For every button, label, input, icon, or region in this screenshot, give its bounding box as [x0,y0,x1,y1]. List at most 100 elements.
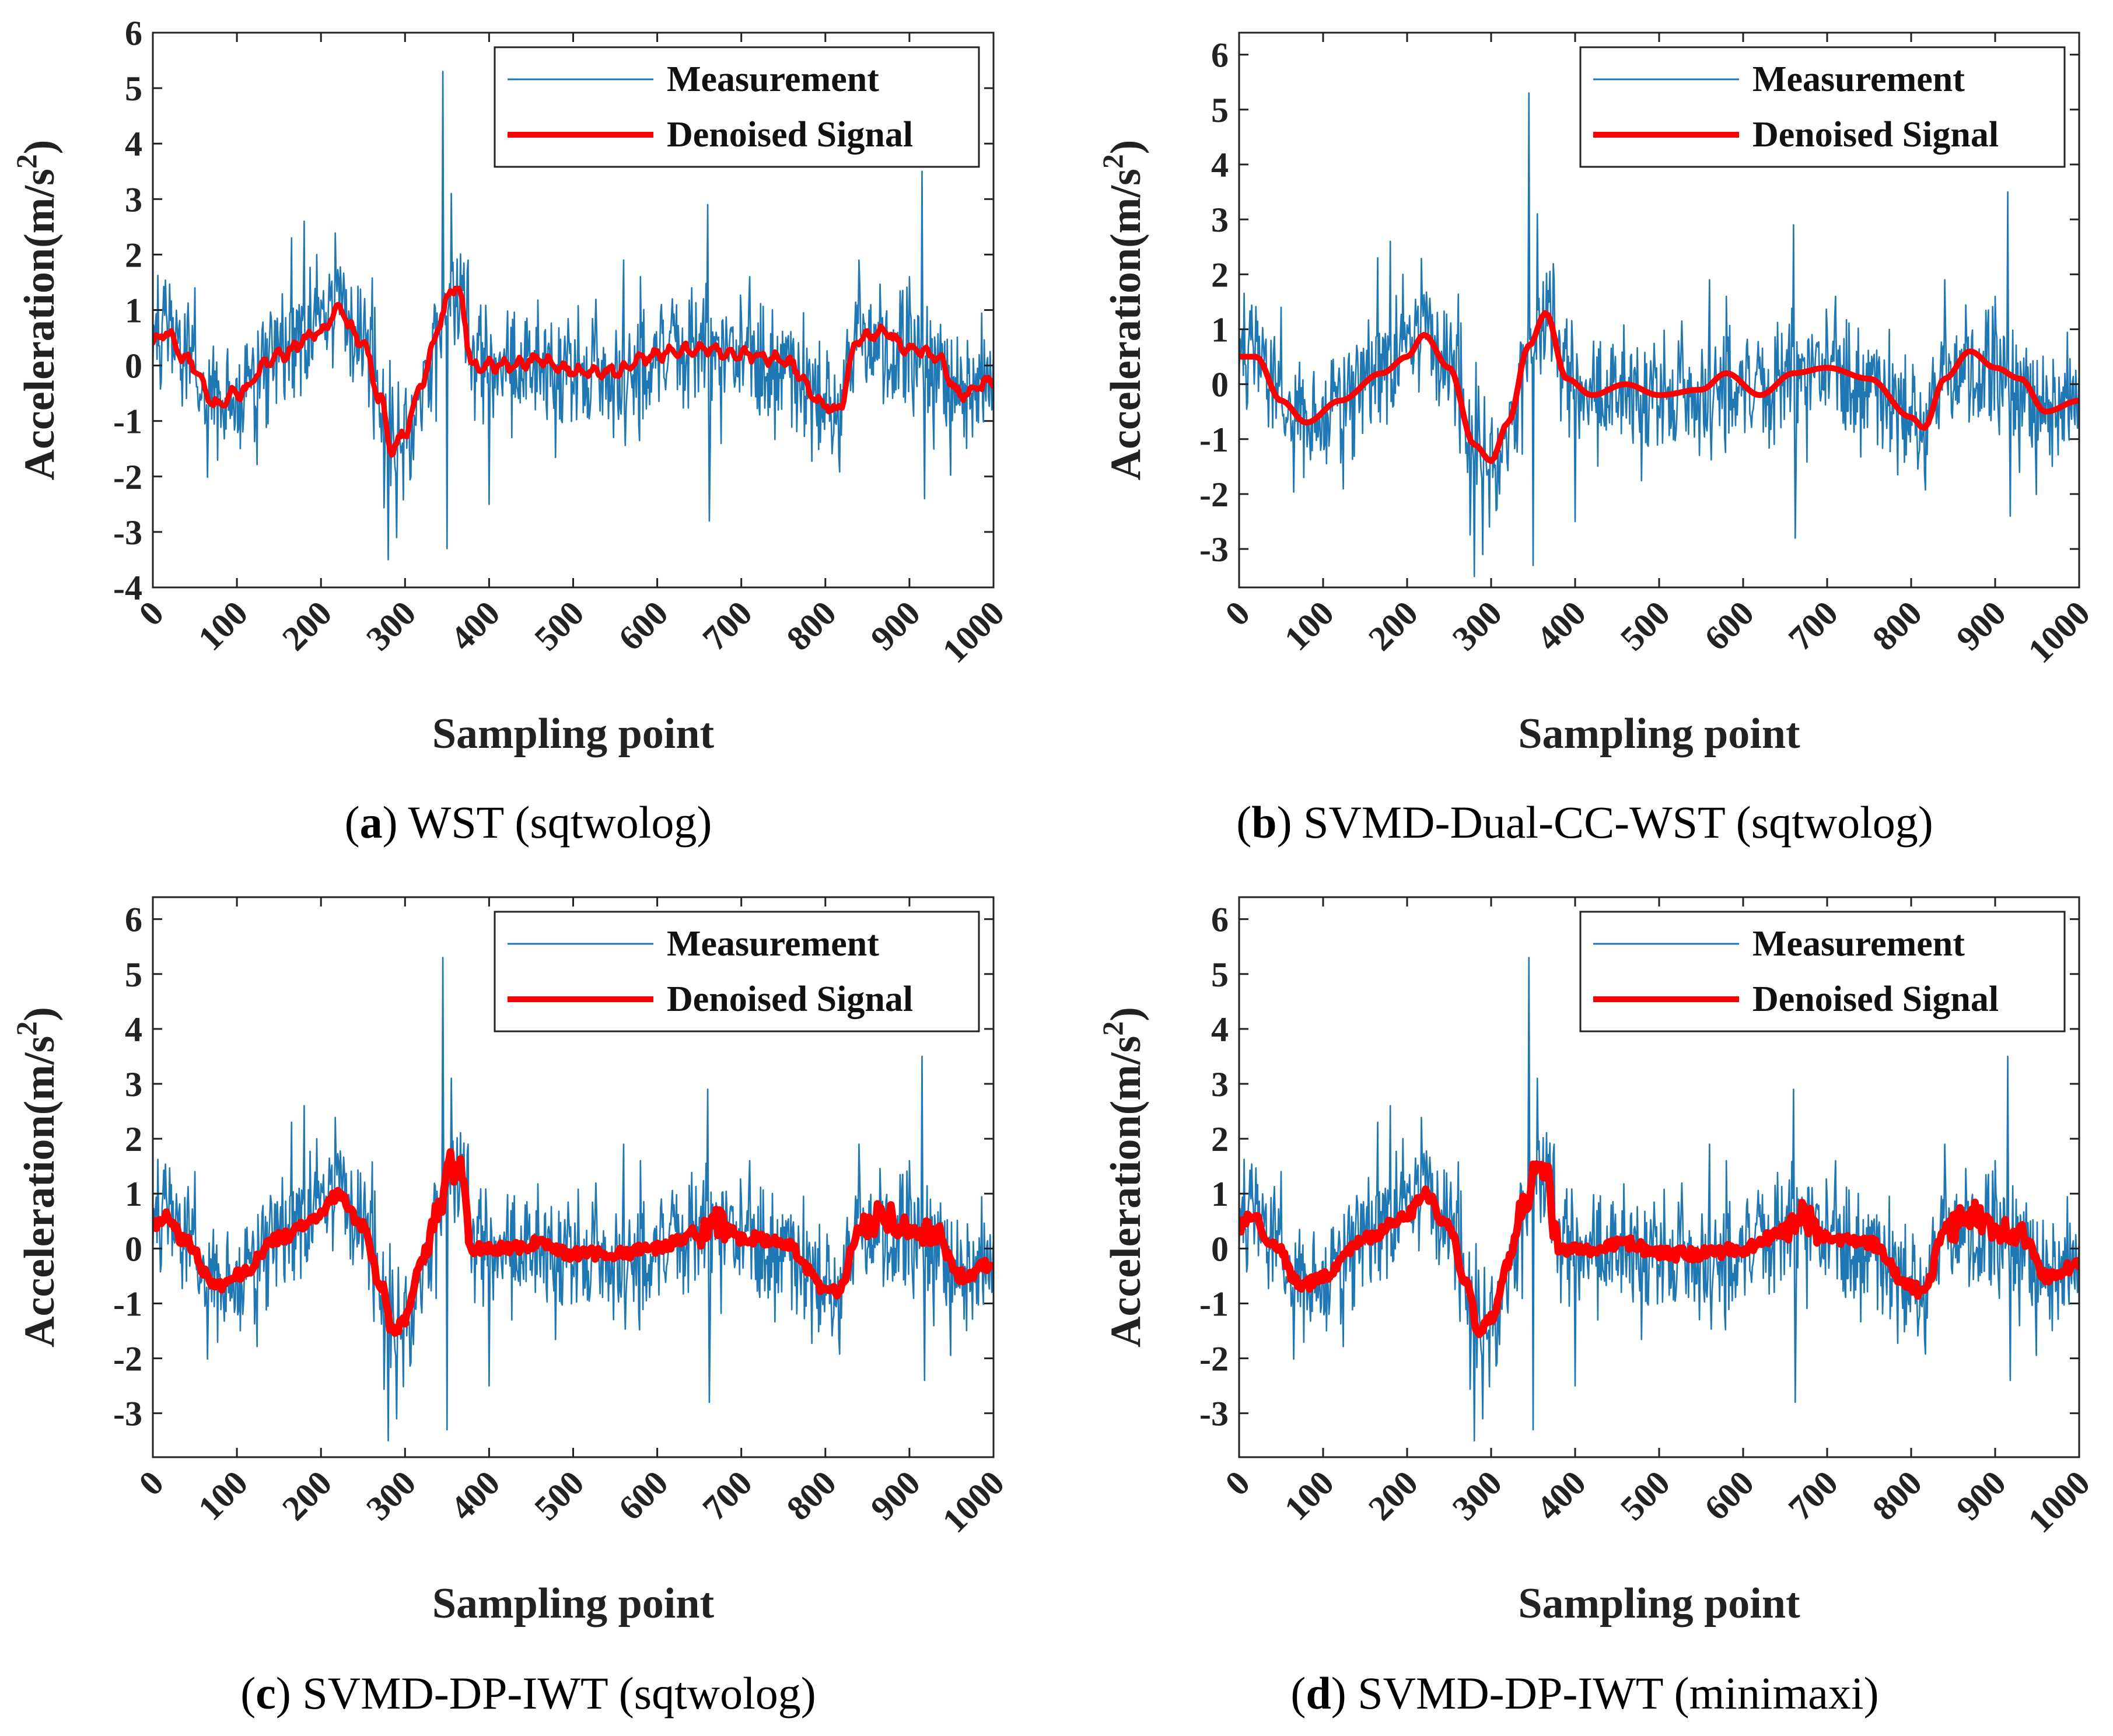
x-tick-label: 300 [359,594,423,658]
series-denoised [153,285,993,458]
x-tick-label: 800 [1865,1464,1929,1528]
y-tick-label: 1 [125,1175,142,1213]
x-tick-label: 200 [275,594,339,658]
legend-label-denoised: Denoised Signal [667,115,913,155]
legend-label-denoised: Denoised Signal [1752,115,1999,155]
x-tick-label: 500 [527,1464,591,1528]
x-tick-label: 800 [779,594,844,658]
caption-b: (b) SVMD-Dual-CC-WST (sqtwolog) [1236,797,1933,848]
y-tick-label: 1 [1211,1175,1229,1213]
x-axis-label: Sampling point [1518,710,1800,758]
x-tick-label: 700 [1781,594,1845,658]
y-tick-label: -2 [113,1340,142,1378]
plot-data [1239,957,2079,1442]
x-tick-label: 700 [695,594,760,658]
y-tick-label: 0 [1211,366,1229,404]
y-tick-label: 5 [1211,956,1229,994]
y-tick-label: 1 [1211,310,1229,349]
y-tick-label: -3 [113,513,142,552]
y-tick-label: 5 [1211,91,1229,130]
y-tick-label: -2 [1199,475,1229,514]
legend-label-measurement: Measurement [667,924,879,964]
series-denoised [1239,1160,2079,1338]
legend-label-denoised: Denoised Signal [667,979,913,1019]
y-axis-label-main: Acceleration(m/s [1102,169,1150,480]
y-tick-label: 6 [125,901,142,939]
x-tick-label: 800 [1865,594,1929,658]
legend-label-measurement: Measurement [1752,924,1965,964]
series-measurement [1239,92,2079,578]
x-tick-label: 1000 [2021,1464,2098,1541]
x-tick-label: 900 [863,594,928,658]
x-tick-label: 600 [611,594,675,658]
y-axis-label-sup: 2 [10,1021,43,1036]
y-tick-label: -1 [1199,421,1229,459]
legend-label-measurement: Measurement [667,60,879,99]
x-tick-label: 800 [779,1464,844,1528]
x-tick-label: 400 [1529,594,1593,658]
legend-label-denoised: Denoised Signal [1752,979,1999,1019]
x-tick-label: 1000 [935,594,1012,671]
y-axis-label-close: ) [16,1007,64,1021]
y-tick-label: 4 [1211,1010,1229,1049]
x-tick-label: 100 [1277,1464,1341,1528]
y-tick-label: 5 [125,956,142,994]
y-tick-label: 3 [125,180,142,219]
y-tick-label: 2 [125,236,142,274]
y-tick-label: 2 [125,1120,142,1158]
y-tick-label: 4 [1211,146,1229,184]
x-tick-label: 100 [191,594,255,658]
y-axis-label: Acceleration(m/s2) [1096,140,1150,481]
y-axis-label: Acceleration(m/s2) [10,140,64,481]
x-tick-label: 900 [1949,1464,2013,1528]
x-tick-label: 200 [1361,594,1425,658]
x-tick-label: 0 [1218,1464,1257,1503]
caption-c: (c) SVMD-DP-IWT (sqtwolog) [240,1668,816,1718]
x-tick-label: 300 [1445,1464,1509,1528]
x-tick-label: 400 [443,1464,507,1528]
y-tick-label: 0 [1211,1230,1229,1268]
x-tick-label: 600 [1697,1464,1761,1528]
y-tick-label: -3 [113,1395,142,1433]
series-measurement [1239,957,2079,1442]
series-denoised [153,1148,993,1337]
y-tick-label: -4 [113,569,142,607]
series-measurement [153,71,993,561]
y-axis-label: Acceleration(m/s2) [10,1007,64,1348]
x-tick-label: 400 [1529,1464,1593,1528]
y-axis-label-close: ) [16,140,64,155]
x-tick-label: 0 [1218,594,1257,634]
y-tick-label: 0 [125,1230,142,1268]
x-tick-label: 200 [1361,1464,1425,1528]
y-tick-label: -1 [1199,1284,1229,1323]
x-tick-label: 200 [275,1464,339,1528]
legend-box [1579,911,2066,1032]
caption-d: (d) SVMD-DP-IWT (minimaxi) [1290,1668,1879,1718]
panel-c: -3 -2 -1 0 1 2 3 4 5 6 0 100 200 300 400 500 600 700 800 90… [0,868,1056,1736]
x-tick-label: 100 [1277,594,1341,658]
x-tick-label: 700 [1781,1464,1845,1528]
x-tick-label: 300 [359,1464,423,1528]
legend-label-measurement: Measurement [1752,60,1965,99]
y-tick-label: -1 [113,402,142,441]
y-tick-label: 1 [125,292,142,330]
y-tick-label: -3 [1199,530,1229,569]
y-tick-label: 5 [125,69,142,108]
x-tick-label: 300 [1445,594,1509,658]
y-tick-label: 4 [125,1010,142,1049]
x-tick-label: 0 [131,594,171,634]
y-axis-label-close: ) [1102,140,1150,155]
y-tick-label: 3 [125,1065,142,1104]
x-axis-label: Sampling point [432,710,715,758]
y-tick-label: 3 [1211,201,1229,239]
x-tick-label: 1000 [935,1464,1012,1541]
panel-d: -3 -2 -1 0 1 2 3 4 5 6 0 100 200 300 400 500 600 700 800 90… [1056,868,2113,1736]
y-axis-label-sup: 2 [1096,154,1129,169]
chart-a: -4 -3 -2 -1 0 1 2 3 4 5 6 0 100 200 300 400 500 600 700 800… [10,14,1012,758]
y-tick-label: -1 [113,1284,142,1323]
y-tick-label: -3 [1199,1395,1229,1433]
y-tick-label: 0 [125,347,142,386]
x-tick-label: 1000 [2021,594,2098,671]
caption-a: (a) WST (sqtwolog) [344,797,712,848]
y-tick-label: 2 [1211,1120,1229,1158]
